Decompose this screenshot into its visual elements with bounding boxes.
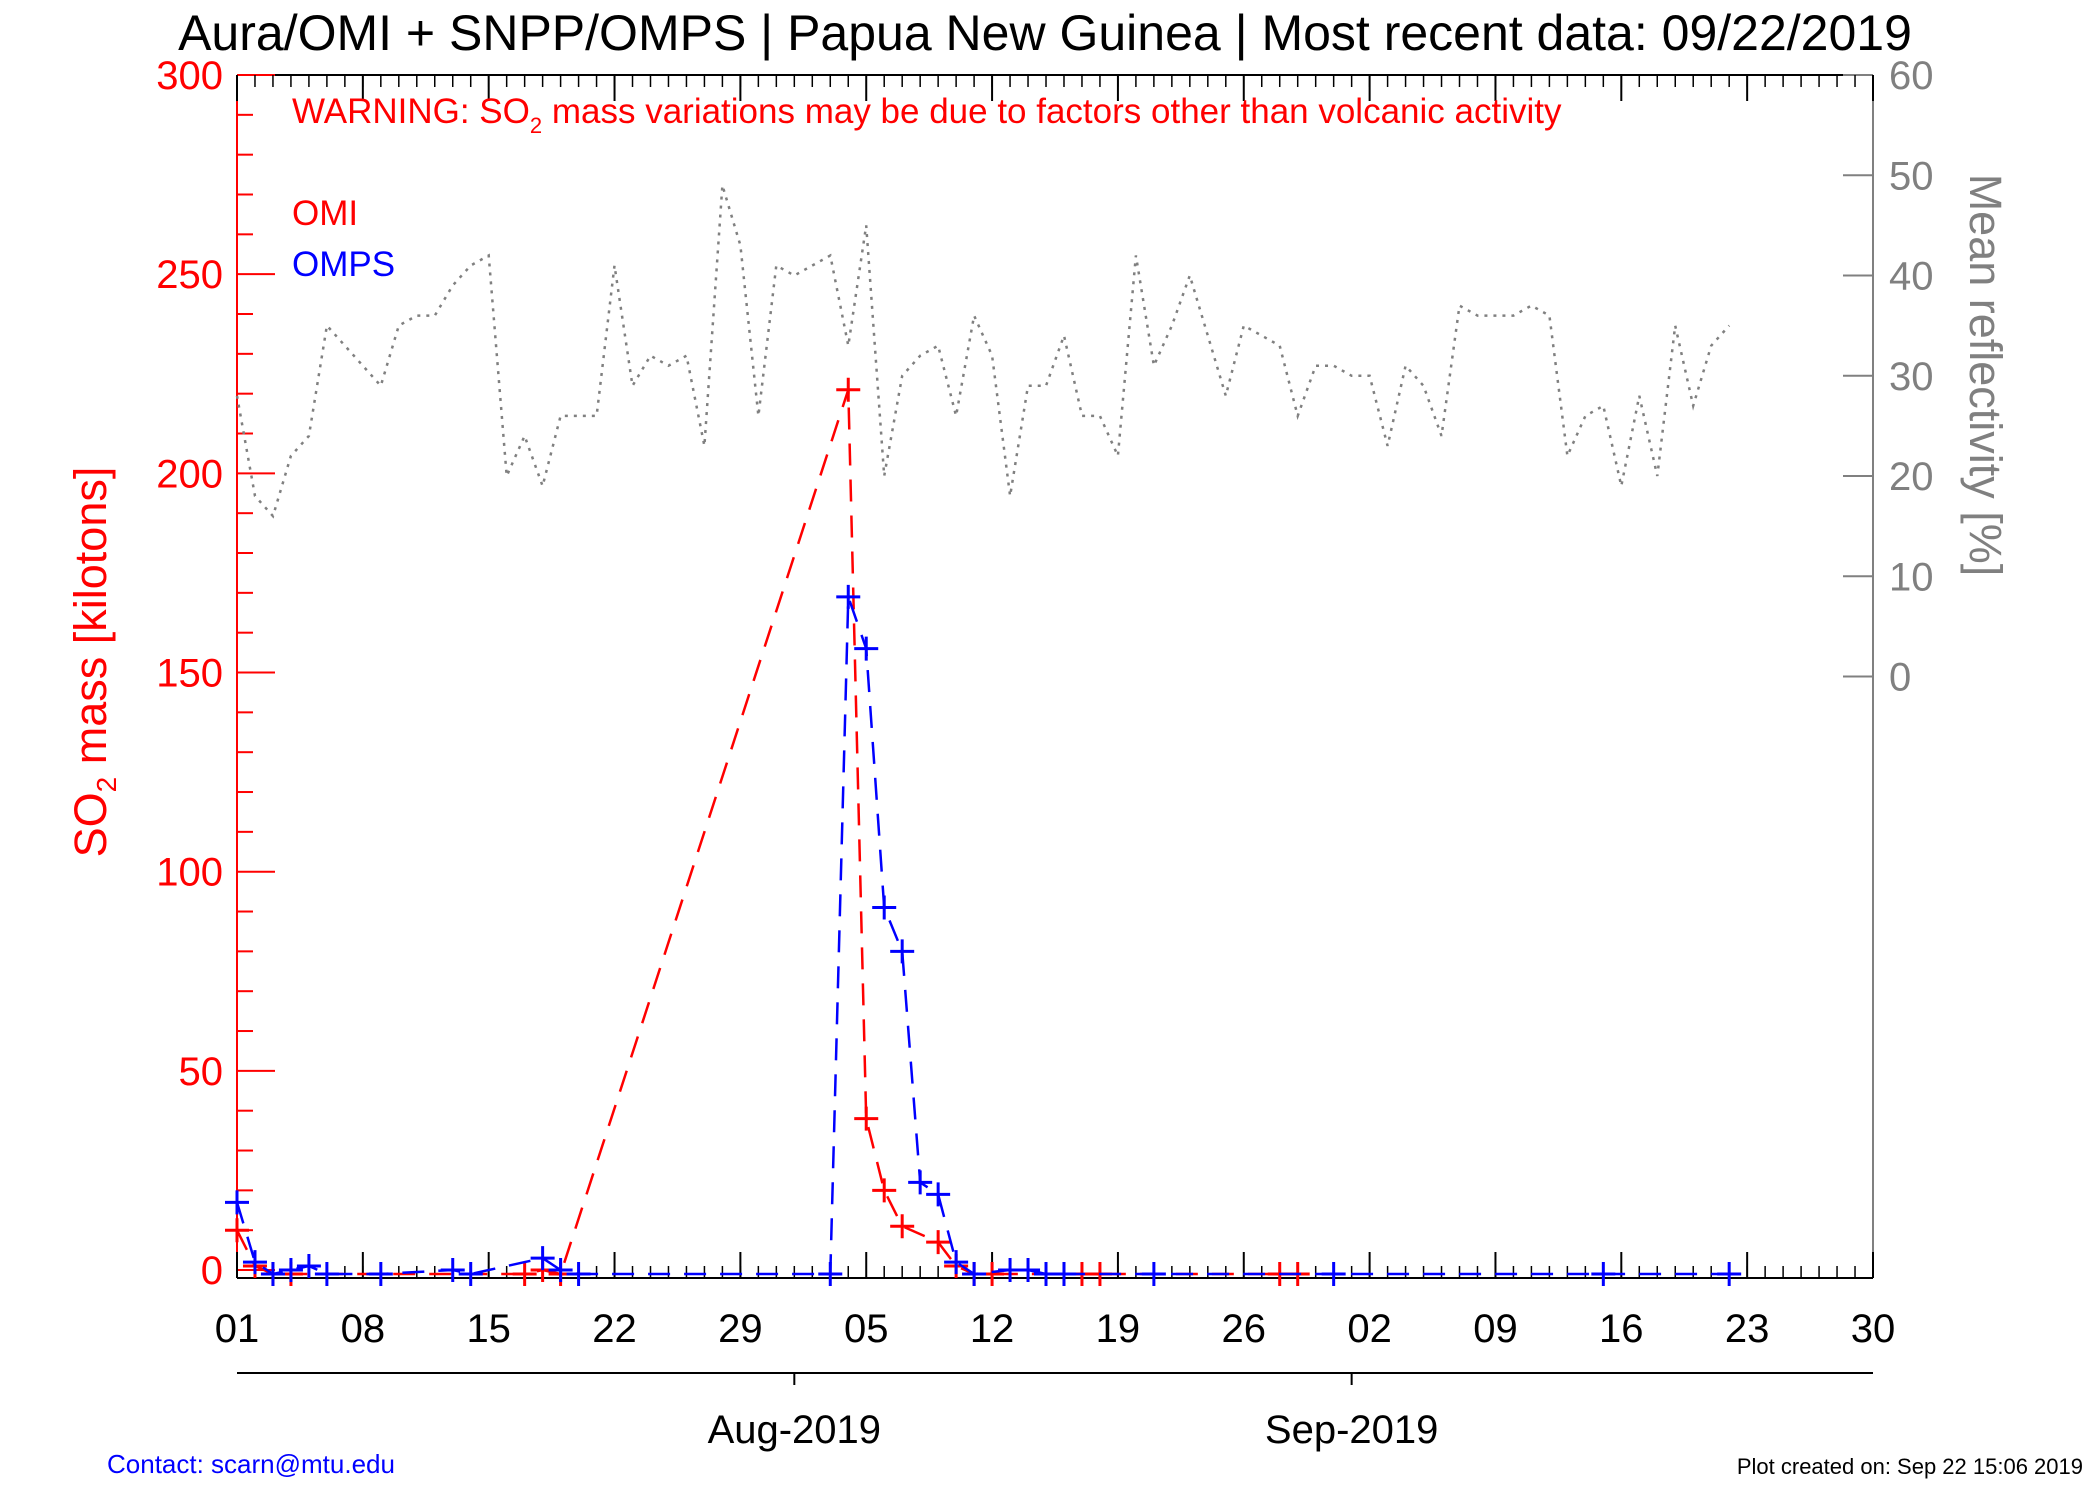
right-tick-label: 0 bbox=[1889, 656, 1911, 700]
y-axis-label-left: SO2 mass [kilotons] bbox=[65, 467, 122, 858]
omi-line bbox=[235, 389, 1298, 1276]
x-tick-label: 01 bbox=[215, 1307, 260, 1351]
omps-point bbox=[278, 1258, 303, 1283]
x-tick-label: 16 bbox=[1599, 1307, 1644, 1351]
x-tick-label: 08 bbox=[341, 1307, 386, 1351]
left-axis-ticks: 0 50 100 150 200 250 300 bbox=[156, 54, 275, 1293]
ylabel-left-prefix: SO bbox=[65, 792, 116, 857]
omps-point bbox=[854, 636, 879, 661]
omps-point bbox=[458, 1262, 483, 1287]
month-axis-ticks: Aug-2019 Sep-2019 bbox=[708, 1373, 1438, 1452]
left-tick-label: 150 bbox=[156, 652, 223, 696]
omi-point bbox=[890, 1214, 915, 1239]
x-tick-label: 05 bbox=[844, 1307, 889, 1351]
omps-point bbox=[818, 1262, 843, 1287]
omi-point bbox=[926, 1230, 951, 1255]
omps-point bbox=[548, 1258, 573, 1283]
omps-point bbox=[926, 1182, 951, 1207]
x-tick-label: 12 bbox=[970, 1307, 1015, 1351]
omps-point bbox=[1717, 1262, 1742, 1287]
x-tick-label: 19 bbox=[1096, 1307, 1141, 1351]
omps-point bbox=[908, 1170, 933, 1195]
warning-prefix: WARNING: SO bbox=[292, 92, 530, 131]
warning-subscript: 2 bbox=[530, 113, 542, 138]
omi-point bbox=[225, 1218, 249, 1243]
omps-point bbox=[962, 1262, 987, 1287]
omps-point bbox=[242, 1250, 267, 1275]
left-tick-label: 250 bbox=[156, 253, 223, 297]
legend-omi: OMI bbox=[292, 194, 358, 233]
chart-title: Aura/OMI + SNPP/OMPS | Papua New Guinea … bbox=[178, 5, 1912, 61]
omps-point bbox=[1016, 1258, 1041, 1283]
mean-reflectivity-line bbox=[235, 184, 1731, 519]
warning-text: WARNING: SO2 mass variations may be due … bbox=[292, 92, 1562, 138]
omps-point bbox=[1051, 1262, 1076, 1287]
omps-point bbox=[368, 1262, 393, 1287]
series-reflectivity bbox=[235, 184, 1731, 519]
omi-point bbox=[836, 377, 861, 402]
x-tick-label: 23 bbox=[1725, 1307, 1770, 1351]
omps-point bbox=[260, 1262, 285, 1287]
left-tick-label: 300 bbox=[156, 54, 223, 98]
omps-point bbox=[836, 584, 861, 609]
x-tick-label: 29 bbox=[718, 1307, 763, 1351]
left-tick-label: 100 bbox=[156, 851, 223, 895]
right-tick-label: 20 bbox=[1889, 455, 1934, 499]
omps-line bbox=[235, 596, 1730, 1276]
omi-point bbox=[872, 1178, 897, 1203]
x-tick-label: 02 bbox=[1347, 1307, 1392, 1351]
omi-point bbox=[854, 1106, 879, 1131]
series-omps bbox=[225, 584, 1742, 1287]
x-tick-label: 09 bbox=[1473, 1307, 1518, 1351]
omps-point bbox=[530, 1246, 555, 1271]
x-tick-label: 26 bbox=[1222, 1307, 1267, 1351]
right-tick-label: 50 bbox=[1889, 154, 1934, 198]
ylabel-left-subscript: 2 bbox=[91, 777, 122, 793]
omps-point bbox=[1591, 1262, 1616, 1287]
omps-point bbox=[944, 1250, 969, 1275]
omps-point bbox=[872, 895, 897, 920]
series-omi bbox=[225, 377, 1310, 1287]
omps-point bbox=[1141, 1262, 1166, 1287]
footer-created: Plot created on: Sep 22 15:06 2019 bbox=[1737, 1454, 2083, 1479]
x-tick-label: 22 bbox=[592, 1307, 637, 1351]
left-tick-label: 50 bbox=[179, 1050, 224, 1094]
left-tick-label: 200 bbox=[156, 452, 223, 496]
omps-point bbox=[890, 939, 915, 964]
omps-point bbox=[1321, 1262, 1346, 1287]
right-tick-label: 60 bbox=[1889, 54, 1934, 98]
x-axis-ticks: 01 08 15 22 29 05 12 19 26 02 09 16 23 30 bbox=[215, 75, 1896, 1351]
plot-frame bbox=[236, 74, 1874, 1374]
omps-point bbox=[314, 1262, 339, 1287]
right-tick-label: 30 bbox=[1889, 355, 1934, 399]
ylabel-left-suffix: mass [kilotons] bbox=[65, 467, 116, 777]
omps-point bbox=[296, 1254, 321, 1279]
legend-omps: OMPS bbox=[292, 245, 395, 284]
omps-point bbox=[440, 1258, 465, 1283]
footer-contact: Contact: scarn@mtu.edu bbox=[107, 1449, 395, 1479]
right-tick-label: 40 bbox=[1889, 255, 1934, 299]
x-tick-label: 15 bbox=[466, 1307, 511, 1351]
left-tick-label: 0 bbox=[201, 1249, 223, 1293]
y-axis-label-right: Mean reflectivity [%] bbox=[1960, 174, 2011, 577]
right-tick-label: 10 bbox=[1889, 555, 1934, 599]
right-axis-ticks: 0 10 20 30 40 50 60 bbox=[1843, 54, 1934, 700]
warning-suffix: mass variations may be due to factors ot… bbox=[542, 92, 1562, 131]
x-tick-label: 30 bbox=[1851, 1307, 1896, 1351]
omi-point bbox=[512, 1262, 537, 1287]
month-label: Sep-2019 bbox=[1265, 1408, 1438, 1452]
month-label: Aug-2019 bbox=[708, 1408, 881, 1452]
omps-point bbox=[225, 1190, 249, 1215]
omps-point bbox=[566, 1262, 591, 1287]
